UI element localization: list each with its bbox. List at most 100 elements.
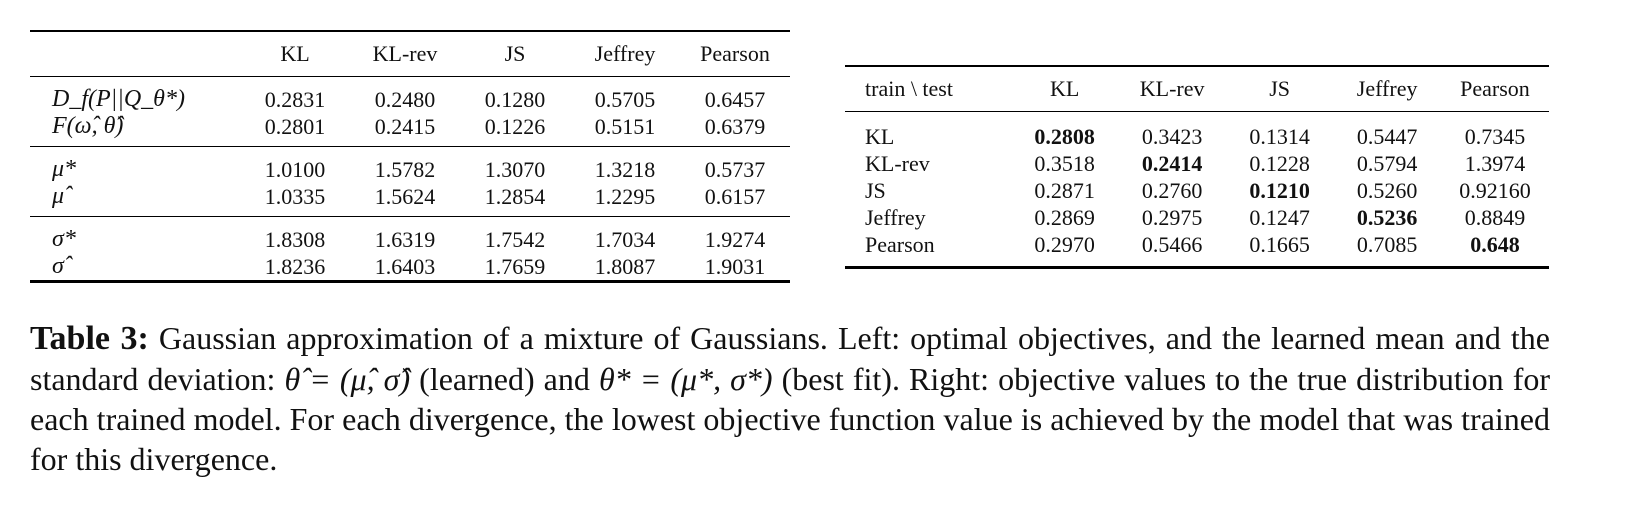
table-cell: 0.3518: [1034, 150, 1095, 176]
left-row-divergence: D_f(P||Q_θ*) 0.2831 0.2480 0.1280 0.5705…: [30, 77, 790, 114]
caption-math-learned: θ̂ = (μ̂, σ̂): [284, 361, 411, 397]
caption-text: (best fit). Right: objective values to t…: [30, 361, 1551, 477]
table-cell: 0.3423: [1141, 123, 1203, 149]
table-cell: 0.1280: [484, 86, 546, 112]
row-label: μ̂: [52, 183, 65, 209]
table-cell: 0.7345: [1464, 123, 1526, 149]
table-cell: 0.2801: [264, 113, 326, 139]
left-corner-cell: [30, 31, 240, 77]
table-cell: 0.1247: [1249, 204, 1310, 230]
table-cell: 1.2854: [484, 183, 546, 209]
table-cell: 0.8849: [1464, 204, 1526, 230]
row-label: Jeffrey: [865, 204, 926, 230]
right-header-row: train \ test KL KL-rev JS Jeffrey Pearso…: [845, 66, 1549, 112]
table-cell: 1.3218: [594, 156, 656, 182]
table-cell: 0.5466: [1141, 231, 1203, 257]
left-col-header: KL: [280, 41, 310, 66]
row-label: μ*: [52, 156, 77, 182]
table-cell: 0.6379: [704, 113, 766, 139]
table-cell: 0.2869: [1034, 204, 1095, 230]
left-table: KL KL-rev JS Jeffrey Pearson D_f(P||Q_θ*…: [30, 30, 790, 283]
table-cell: 0.5794: [1356, 150, 1418, 176]
row-label: JS: [865, 177, 886, 203]
row-label: Pearson: [865, 231, 935, 257]
table-cell: 1.8087: [594, 253, 656, 279]
table-cell: 0.1314: [1249, 123, 1310, 149]
left-row-objective: F(ω̂, θ̂) 0.2801 0.2415 0.1226 0.5151 0.…: [30, 113, 790, 147]
table-cell: 1.7659: [484, 253, 546, 279]
table-cell: 0.5447: [1356, 123, 1418, 149]
table-cell: 1.0335: [264, 183, 326, 209]
table-cell: 1.5624: [374, 183, 436, 209]
right-row-kl: KL 0.2808 0.3423 0.1314 0.5447 0.7345: [845, 112, 1549, 151]
table-cell: 0.2415: [374, 113, 436, 139]
right-corner-header: train \ test: [865, 76, 953, 101]
table-cell: 0.92160: [1459, 177, 1531, 203]
table-cell: 0.2975: [1141, 204, 1203, 230]
right-row-kl-rev: KL-rev 0.3518 0.2414 0.1228 0.5794 1.397…: [845, 150, 1549, 177]
right-row-js: JS 0.2871 0.2760 0.1210 0.5260 0.92160: [845, 177, 1549, 204]
row-label: D_f(P||Q_θ*): [52, 86, 185, 112]
table-cell: 0.2808: [1034, 123, 1095, 149]
table-cell: 0.2871: [1034, 177, 1095, 203]
right-col-header: Jeffrey: [1356, 76, 1418, 101]
left-header-row: KL KL-rev JS Jeffrey Pearson: [30, 31, 790, 77]
table-cell: 1.7034: [594, 226, 656, 252]
table-cell: 1.5782: [374, 156, 436, 182]
right-table: train \ test KL KL-rev JS Jeffrey Pearso…: [845, 65, 1549, 269]
table-cell: 1.8308: [264, 226, 326, 252]
left-col-header: KL-rev: [372, 41, 438, 66]
table-cell: 0.1228: [1249, 150, 1310, 176]
right-col-header: Pearson: [1460, 76, 1530, 101]
table-cell: 0.7085: [1356, 231, 1418, 257]
table-cell: 0.2414: [1141, 150, 1203, 176]
table-cell: 0.648: [1470, 231, 1520, 257]
caption-math-bestfit: θ* = (μ*, σ*): [598, 361, 773, 397]
table-cell: 0.1210: [1249, 177, 1310, 203]
caption-text: (learned) and: [410, 361, 599, 397]
table-cell: 0.5151: [594, 113, 656, 139]
row-label: KL-rev: [865, 150, 930, 176]
table-cell: 1.3974: [1464, 150, 1526, 176]
left-col-header: Pearson: [700, 41, 770, 66]
right-row-jeffrey: Jeffrey 0.2869 0.2975 0.1247 0.5236 0.88…: [845, 204, 1549, 231]
table-cell: 0.1665: [1249, 231, 1310, 257]
table-cell: 1.8236: [264, 253, 326, 279]
left-row-mu-hat: μ̂ 1.0335 1.5624 1.2854 1.2295 0.6157: [30, 183, 790, 217]
row-label: KL: [865, 123, 895, 149]
left-col-header: JS: [504, 41, 526, 66]
table-caption: Table 3: Gaussian approximation of a mix…: [30, 318, 1550, 479]
right-row-pearson: Pearson 0.2970 0.5466 0.1665 0.7085 0.64…: [845, 231, 1549, 268]
left-col-header: Jeffrey: [594, 41, 656, 66]
table-cell: 0.2970: [1034, 231, 1095, 257]
table-cell: 0.6157: [704, 183, 766, 209]
right-col-header: KL: [1050, 76, 1080, 101]
table-cell: 1.9031: [704, 253, 766, 279]
table-cell: 0.2831: [264, 86, 326, 112]
table-cell: 1.6403: [374, 253, 436, 279]
row-label: σ̂: [52, 253, 64, 279]
table-cell: 0.5705: [594, 86, 656, 112]
table-cell: 1.9274: [704, 226, 766, 252]
caption-text: Gaussian approximation of a mixture of G…: [30, 320, 1551, 397]
table-cell: 0.5236: [1356, 204, 1418, 230]
caption-label: Table 3:: [30, 320, 149, 357]
table-cell: 1.7542: [484, 226, 546, 252]
table-cell: 0.1226: [484, 113, 546, 139]
left-row-sigma-star: σ* 1.8308 1.6319 1.7542 1.7034 1.9274: [30, 217, 790, 254]
left-row-mu-star: μ* 1.0100 1.5782 1.3070 1.3218 0.5737: [30, 147, 790, 184]
right-col-header: KL-rev: [1139, 76, 1205, 101]
table-cell: 1.6319: [374, 226, 436, 252]
table-cell: 1.2295: [594, 183, 656, 209]
row-label: F(ω̂, θ̂): [52, 113, 124, 139]
table-cell: 0.5260: [1356, 177, 1418, 203]
table-cell: 0.6457: [704, 86, 766, 112]
table-cell: 0.2760: [1141, 177, 1203, 203]
table-cell: 1.0100: [264, 156, 326, 182]
table-cell: 0.2480: [374, 86, 436, 112]
right-col-header: JS: [1269, 76, 1291, 101]
table-cell: 1.3070: [484, 156, 546, 182]
left-row-sigma-hat: σ̂ 1.8236 1.6403 1.7659 1.8087 1.9031: [30, 253, 790, 282]
table-cell: 0.5737: [704, 156, 766, 182]
row-label: σ*: [52, 226, 76, 252]
